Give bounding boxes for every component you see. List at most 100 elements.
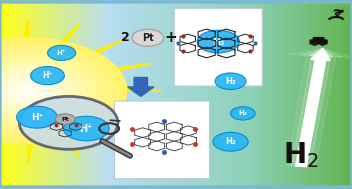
Circle shape (0, 45, 113, 136)
Bar (158, 0, 163, 189)
Circle shape (0, 56, 93, 125)
Bar (334, 0, 339, 189)
Polygon shape (0, 91, 28, 157)
Circle shape (213, 132, 248, 151)
Bar (238, 0, 242, 189)
Circle shape (0, 62, 82, 120)
Bar (207, 0, 211, 189)
FancyArrow shape (296, 49, 333, 167)
Bar (215, 0, 220, 189)
Polygon shape (0, 63, 28, 91)
Circle shape (17, 106, 57, 128)
Circle shape (31, 67, 64, 85)
Polygon shape (0, 24, 28, 91)
Bar (220, 0, 225, 189)
Text: H⁺: H⁺ (80, 124, 93, 133)
Polygon shape (0, 91, 28, 96)
Text: H₂: H₂ (225, 77, 236, 86)
Circle shape (21, 87, 35, 94)
Bar (13, 0, 18, 189)
Circle shape (63, 116, 109, 141)
Bar (150, 0, 154, 189)
Text: 2: 2 (121, 31, 130, 44)
Bar (84, 0, 88, 189)
Bar (268, 0, 273, 189)
Bar (233, 0, 238, 189)
Bar (330, 0, 334, 189)
Bar (176, 0, 180, 189)
Bar (145, 0, 150, 189)
Bar (167, 0, 172, 189)
Polygon shape (28, 63, 152, 91)
Bar (308, 0, 313, 189)
Circle shape (55, 114, 75, 124)
Polygon shape (0, 91, 28, 96)
Polygon shape (28, 85, 162, 91)
Circle shape (0, 72, 62, 109)
Bar (31, 0, 35, 189)
Polygon shape (28, 91, 39, 163)
Bar (97, 0, 101, 189)
Polygon shape (28, 40, 123, 91)
Bar (88, 0, 92, 189)
FancyBboxPatch shape (313, 38, 324, 41)
FancyArrow shape (296, 49, 330, 167)
Bar (137, 0, 141, 189)
Polygon shape (28, 85, 162, 91)
Bar (211, 0, 215, 189)
Circle shape (14, 83, 42, 98)
Polygon shape (0, 40, 28, 91)
Bar (106, 0, 110, 189)
Polygon shape (0, 40, 28, 91)
Bar (70, 0, 75, 189)
Circle shape (0, 47, 110, 135)
Bar (180, 0, 185, 189)
Polygon shape (28, 91, 79, 157)
Bar (242, 0, 246, 189)
Bar (172, 0, 176, 189)
Bar (251, 0, 255, 189)
Polygon shape (28, 91, 123, 142)
Bar (110, 0, 114, 189)
Bar (75, 0, 79, 189)
Bar (26, 0, 31, 189)
Bar (49, 0, 53, 189)
Bar (127, 0, 132, 189)
Circle shape (320, 43, 325, 45)
Circle shape (0, 58, 89, 124)
Bar (286, 0, 290, 189)
Text: H$_2$: H$_2$ (283, 140, 319, 170)
Polygon shape (0, 91, 28, 118)
Circle shape (0, 49, 106, 133)
Circle shape (197, 30, 239, 53)
Circle shape (0, 65, 76, 116)
Circle shape (18, 85, 38, 96)
Circle shape (0, 60, 86, 122)
Bar (273, 0, 277, 189)
Circle shape (8, 80, 49, 102)
Circle shape (11, 82, 45, 100)
Bar (57, 0, 62, 189)
Polygon shape (0, 63, 28, 91)
Bar (0, 0, 4, 189)
Polygon shape (0, 91, 28, 118)
Bar (225, 0, 229, 189)
Bar (313, 0, 317, 189)
Polygon shape (0, 91, 28, 157)
Text: H₂: H₂ (225, 137, 236, 146)
Bar (62, 0, 66, 189)
Circle shape (0, 71, 65, 111)
Bar (194, 0, 198, 189)
Circle shape (19, 96, 118, 149)
Text: Pt: Pt (61, 117, 69, 122)
Polygon shape (28, 91, 123, 142)
Bar (229, 0, 233, 189)
Bar (4, 0, 9, 189)
Circle shape (0, 74, 59, 107)
Text: H⁺: H⁺ (31, 113, 43, 122)
FancyArrow shape (286, 49, 352, 167)
Bar (299, 0, 303, 189)
Bar (260, 0, 264, 189)
Circle shape (132, 29, 164, 46)
Bar (154, 0, 158, 189)
